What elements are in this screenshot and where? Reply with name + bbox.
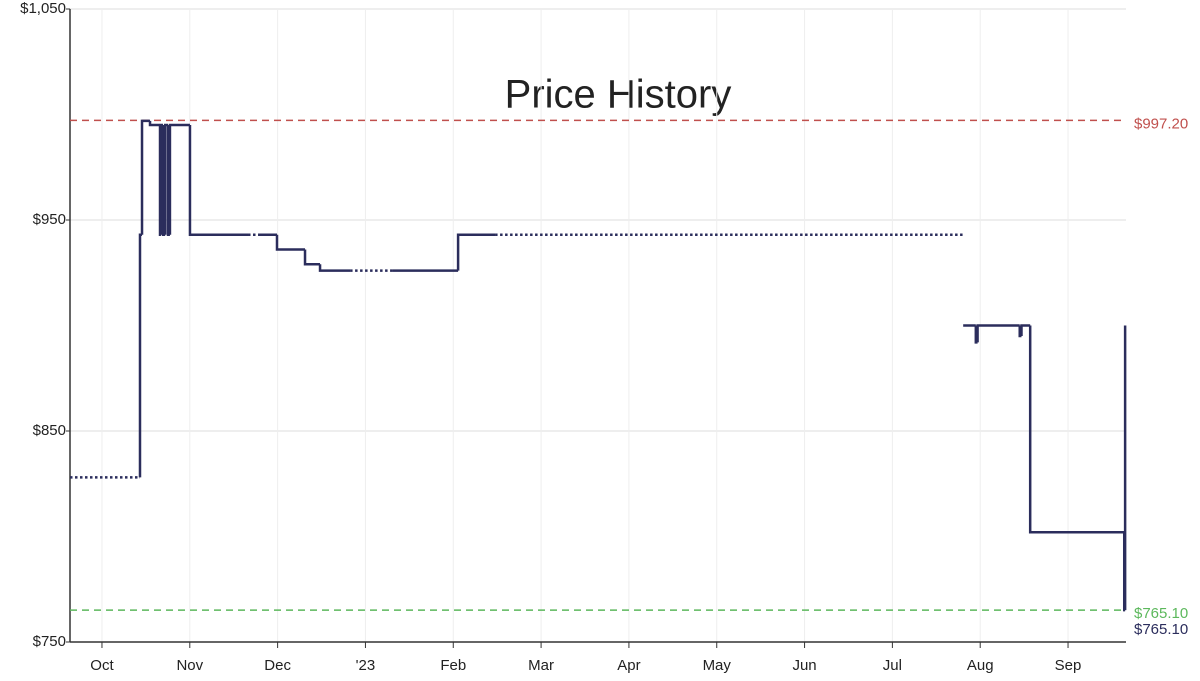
y-tick-label: $750 [33, 633, 66, 650]
price-line [168, 123, 190, 235]
price-line [140, 119, 151, 235]
y-tick-label: $1,050 [20, 0, 66, 17]
x-tick-label: Feb [440, 657, 466, 674]
x-tick-label: May [703, 657, 732, 674]
x-tick-label: Oct [90, 657, 114, 674]
reference-label: $997.20 [1134, 115, 1188, 132]
price-line [456, 233, 496, 271]
x-tick-label: Sep [1055, 657, 1082, 674]
reference-label: $765.10 [1134, 605, 1188, 622]
price-line [275, 234, 306, 251]
price-line [318, 264, 351, 272]
y-tick-label: $950 [33, 211, 66, 228]
x-tick-label: Jul [883, 657, 902, 674]
price-line [148, 120, 161, 127]
price-line [188, 125, 249, 237]
price-line [1028, 325, 1125, 534]
chart-title: Price History [505, 73, 732, 117]
x-tick-label: Mar [528, 657, 554, 674]
x-tick-label: Apr [617, 657, 640, 674]
x-tick-label: Nov [176, 657, 203, 674]
y-tick-label: $850 [33, 422, 66, 439]
x-tick-label: Dec [264, 657, 291, 674]
price-line [976, 324, 1020, 343]
price-line [1020, 324, 1031, 337]
price-line [303, 249, 321, 266]
current-price-label: $765.10 [1134, 621, 1188, 638]
x-tick-label: '23 [356, 657, 376, 674]
price-line [138, 233, 143, 478]
x-tick-label: Aug [967, 657, 994, 674]
x-tick-label: Jun [792, 657, 816, 674]
